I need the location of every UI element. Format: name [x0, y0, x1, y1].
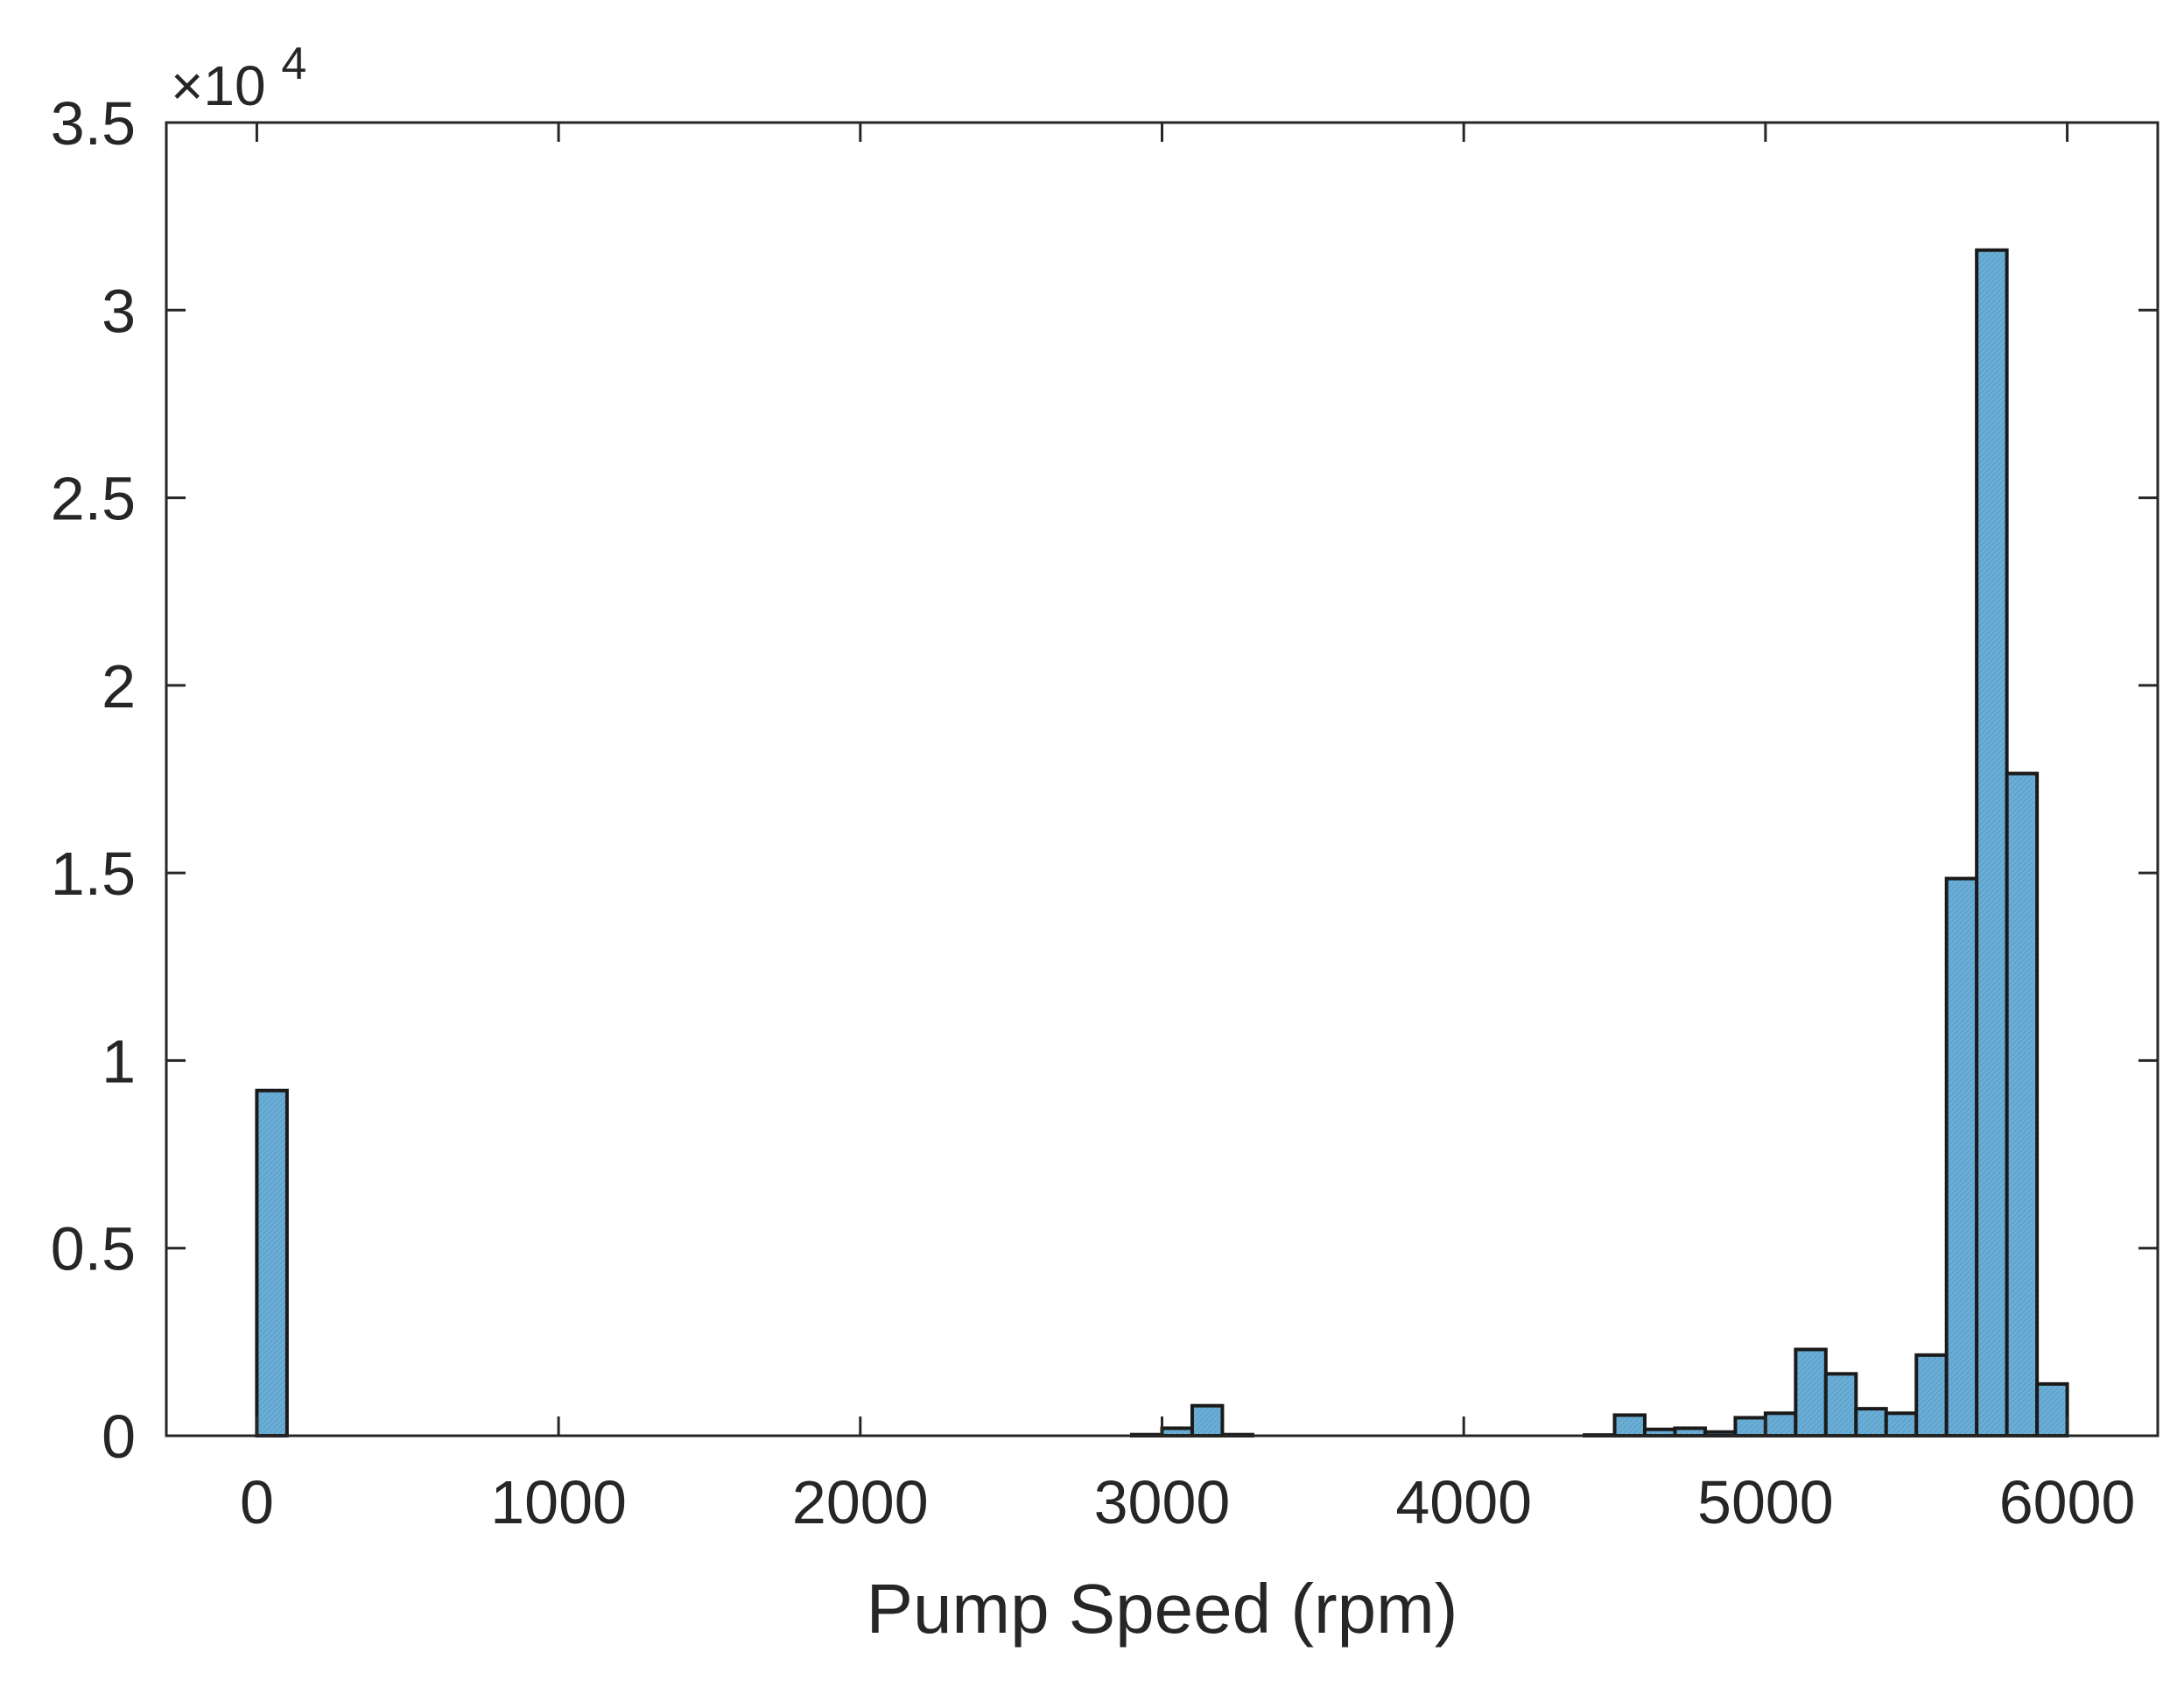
- x-tick-label: 1000: [490, 1468, 627, 1536]
- histogram-bar: [1884, 1411, 1919, 1438]
- y-axis-exponent-base: ×10: [171, 54, 266, 117]
- y-tick-label: 3: [102, 277, 136, 345]
- y-tick-label: 0: [102, 1402, 136, 1471]
- y-axis-tick-labels: 0 0.5 1 1.5 2 2.5 3 3.5: [51, 89, 136, 1471]
- axis-ticks: [166, 121, 2158, 1437]
- plot-area-frame: [165, 121, 2159, 1437]
- x-tick-label: 2000: [792, 1468, 929, 1536]
- histogram-bar: [2005, 771, 2040, 1437]
- x-tick-label: 3000: [1094, 1468, 1231, 1536]
- histogram-bar: [1612, 1413, 1647, 1438]
- histogram-bar: [2035, 1381, 2069, 1438]
- histogram-bar: [1914, 1353, 1949, 1438]
- y-tick-label: 2: [102, 652, 136, 720]
- histogram-bar: [1190, 1403, 1225, 1437]
- histogram-bar: [1854, 1407, 1888, 1437]
- x-tick-label: 4000: [1395, 1468, 1532, 1536]
- histogram-bar: [1823, 1372, 1858, 1438]
- x-tick-label: 5000: [1697, 1468, 1834, 1536]
- histogram-bar: [1944, 876, 1979, 1437]
- y-tick-label: 3.5: [51, 89, 136, 158]
- x-tick-label: 0: [240, 1468, 274, 1536]
- histogram-bar: [1733, 1416, 1767, 1438]
- x-axis-title: Pump Speed (rpm): [867, 1570, 1458, 1648]
- histogram-bars: [255, 248, 2069, 1438]
- y-tick-label: 0.5: [51, 1215, 136, 1283]
- y-axis-exponent: ×10 4: [171, 39, 306, 117]
- histogram-bar: [255, 1088, 289, 1437]
- histogram-bar: [1975, 248, 2009, 1438]
- histogram-bar: [1794, 1347, 1828, 1438]
- y-tick-label: 2.5: [51, 465, 136, 533]
- y-axis-exponent-power: 4: [281, 39, 306, 89]
- y-tick-label: 1.5: [51, 840, 136, 908]
- x-tick-label: 6000: [1999, 1468, 2136, 1536]
- x-axis-tick-labels: 0 1000 2000 3000 4000 5000 6000: [240, 1468, 2136, 1536]
- y-tick-label: 1: [102, 1027, 136, 1095]
- histogram-bar: [1763, 1411, 1798, 1438]
